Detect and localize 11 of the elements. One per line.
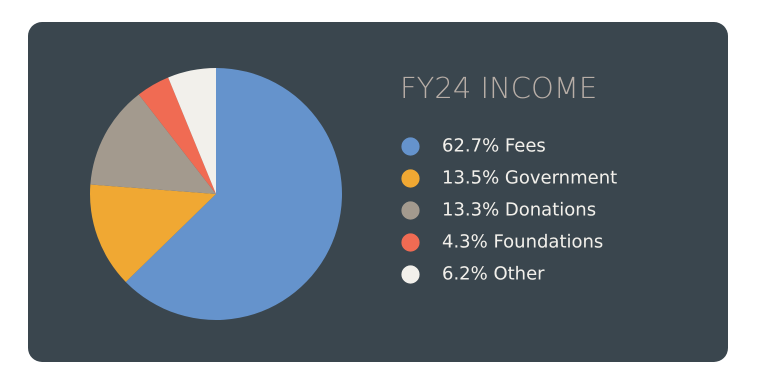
pie-slice [168,68,216,194]
pie-slice [138,77,216,194]
legend-label: 13.3% Donations [442,200,596,220]
chart-title: FY24 INCOME [400,71,598,105]
pie-slice [90,94,216,194]
pie-slice [90,184,216,282]
legend-label: 62.7% Fees [442,136,546,156]
legend-label: 4.3% Foundations [442,232,604,252]
legend-label: 6.2% Other [442,264,546,284]
legend-label: 13.5% Government [442,168,618,188]
pie-slice [126,68,342,320]
